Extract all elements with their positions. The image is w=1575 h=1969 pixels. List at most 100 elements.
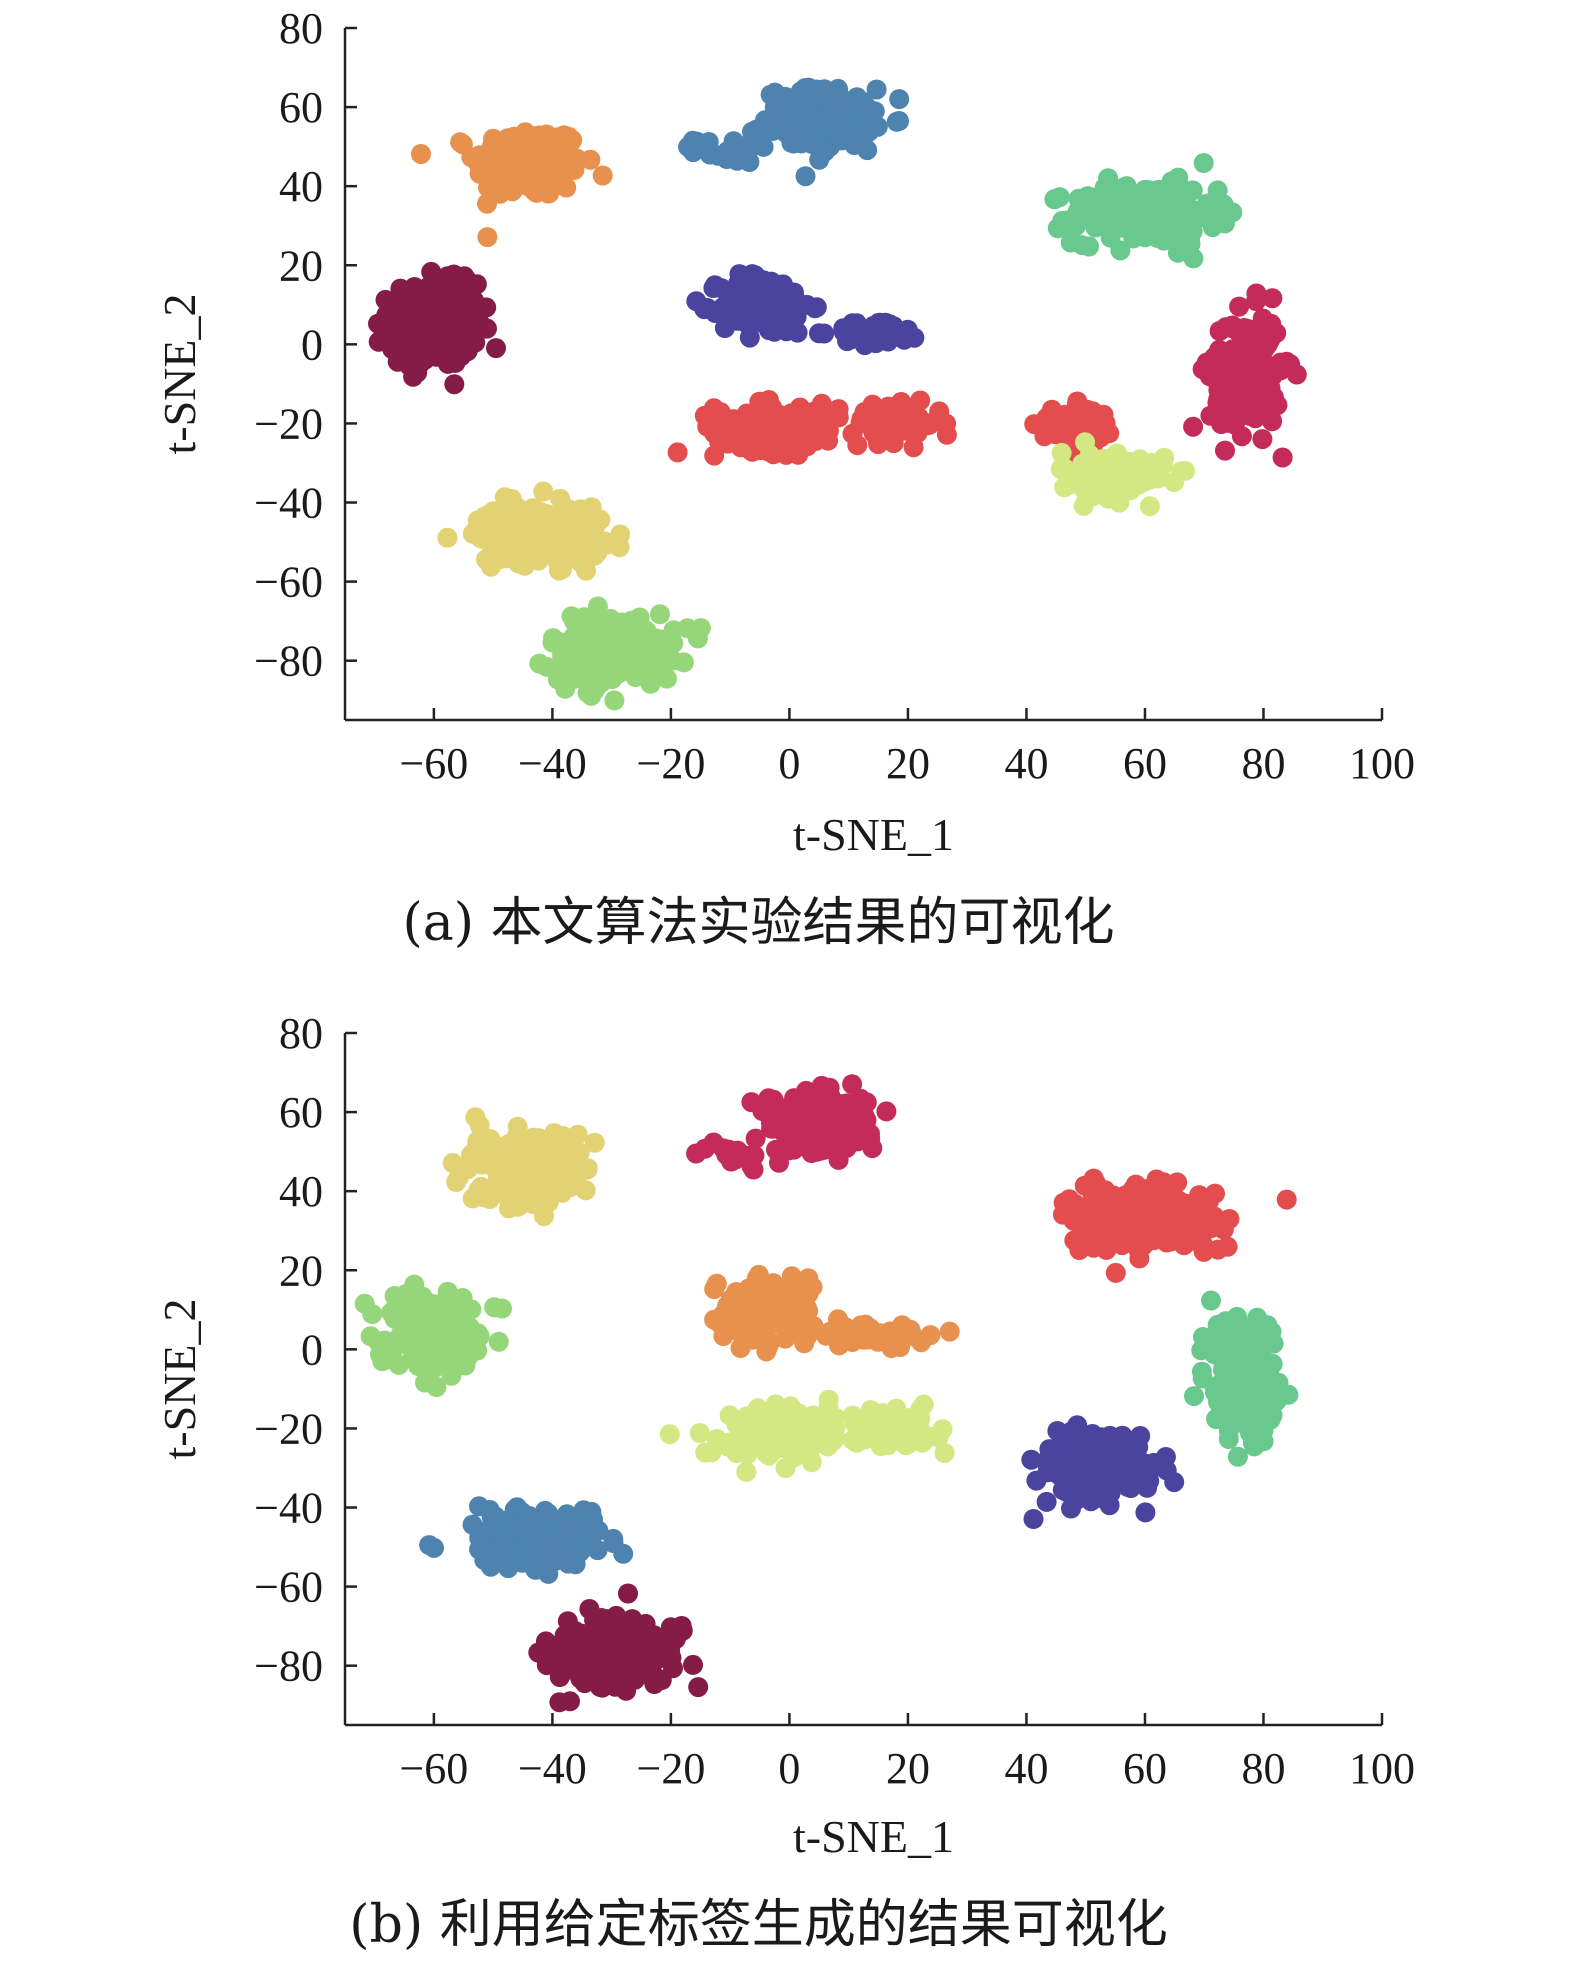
scatter-point	[1276, 1189, 1297, 1210]
x-tick-label: 40	[1004, 739, 1048, 788]
scatter-point	[536, 1174, 557, 1195]
scatter-point	[746, 404, 767, 425]
scatter-point	[575, 541, 596, 561]
scatter-point	[1126, 224, 1147, 245]
scatter-point	[798, 1268, 819, 1289]
scatter-point	[790, 116, 811, 137]
scatter-point	[671, 1616, 692, 1636]
scatter-point	[1026, 1470, 1047, 1491]
x-axis-label: t-SNE_1	[793, 1811, 954, 1862]
scatter-point	[1179, 219, 1200, 240]
scatter-point	[625, 1669, 645, 1690]
scatter-point	[863, 423, 884, 444]
scatter-point	[650, 604, 670, 625]
scatter-point	[481, 146, 502, 167]
scatter-point	[1204, 1382, 1225, 1403]
scatter-point	[521, 1540, 542, 1561]
scatter-point	[1124, 1185, 1145, 1205]
scatter-point	[535, 1190, 556, 1211]
scatter-point	[939, 1321, 960, 1342]
scatter-point	[618, 1583, 638, 1604]
scatter-point	[538, 1653, 559, 1674]
scatter-point	[557, 1515, 578, 1536]
scatter-point	[1054, 458, 1075, 479]
scatter-point	[648, 652, 669, 673]
scatter-point	[746, 1268, 767, 1289]
scatter-point	[837, 331, 858, 352]
scatter-point	[538, 1503, 559, 1524]
chart-panel-b: −60 −40 −20 0 20 40 60 80 100 80 60 40 20 0 −20 −40 −60 −…	[154, 1009, 1415, 1955]
scatter-point	[1231, 426, 1252, 447]
scatter-point	[1212, 367, 1233, 388]
scatter-point	[1107, 443, 1128, 464]
x-tick-label: 0	[778, 739, 800, 788]
scatter-point	[683, 1654, 703, 1675]
scatter-point	[456, 269, 477, 290]
scatter-point	[1168, 1190, 1189, 1211]
scatter-point	[1252, 429, 1273, 450]
scatter-point	[723, 283, 744, 304]
scatter-point	[1095, 1180, 1116, 1201]
scatter-point	[799, 86, 820, 107]
scatter-point	[1166, 176, 1187, 197]
scatter-point	[1246, 291, 1266, 311]
scatter-point	[499, 129, 519, 150]
y-tick-label: 0	[301, 320, 323, 369]
scatter-point	[1141, 189, 1162, 210]
y-tick-label: 20	[279, 241, 323, 290]
scatter-point	[469, 163, 490, 184]
scatter-point	[762, 1415, 783, 1436]
scatter-point	[1154, 447, 1175, 468]
scatter-point	[561, 1164, 581, 1185]
scatter-point	[752, 1290, 773, 1311]
scatter-point	[788, 444, 809, 465]
scatter-point	[1229, 296, 1250, 317]
scatter-point	[1051, 442, 1072, 463]
scatter-point	[375, 289, 396, 310]
scatter-point	[800, 417, 821, 438]
scatter-point	[488, 1331, 509, 1352]
scatter-point	[689, 1423, 710, 1443]
scatter-point	[545, 1144, 566, 1165]
scatter-point	[737, 1406, 758, 1427]
scatter-point	[1250, 380, 1271, 401]
scatter-point	[1153, 1172, 1174, 1193]
y-tick-label: −40	[254, 479, 323, 528]
scatter-point	[1188, 1200, 1208, 1221]
scatter-point	[583, 1643, 604, 1664]
scatter-point	[687, 628, 708, 649]
scatter-point	[1248, 1378, 1269, 1399]
scatter-point	[1227, 1446, 1248, 1467]
scatter-point	[1136, 458, 1157, 479]
y-tick-label: 80	[279, 4, 323, 53]
scatter-point	[1044, 189, 1065, 210]
scatter-point	[1091, 1427, 1112, 1448]
scatter-point	[719, 1405, 740, 1426]
scatter-point	[809, 323, 829, 344]
scatter-point	[459, 1340, 480, 1360]
scatter-point	[549, 1667, 570, 1687]
scatter-point	[469, 1496, 489, 1517]
scatter-point	[411, 144, 431, 164]
scatter-point	[422, 1344, 443, 1365]
scatter-point	[595, 609, 616, 630]
scatter-point	[1215, 440, 1235, 461]
scatter-point	[1214, 199, 1235, 220]
scatter-point	[478, 1152, 499, 1173]
scatter-point	[886, 111, 907, 132]
scatter-point	[769, 1152, 789, 1173]
scatter-point	[811, 393, 832, 414]
scatter-point	[469, 1528, 490, 1548]
scatter-point	[1215, 1311, 1236, 1332]
x-tick-label: −60	[399, 1744, 468, 1793]
y-tick-label: 80	[279, 1009, 323, 1058]
scatter-point	[1175, 460, 1195, 481]
scatter-point	[1184, 1386, 1204, 1407]
scatter-point	[556, 177, 577, 198]
scatter-point	[694, 405, 715, 426]
y-axis-label: t-SNE_2	[154, 1299, 205, 1460]
scatter-point	[452, 134, 473, 155]
scatter-point	[803, 132, 824, 153]
scatter-point	[775, 1116, 796, 1137]
